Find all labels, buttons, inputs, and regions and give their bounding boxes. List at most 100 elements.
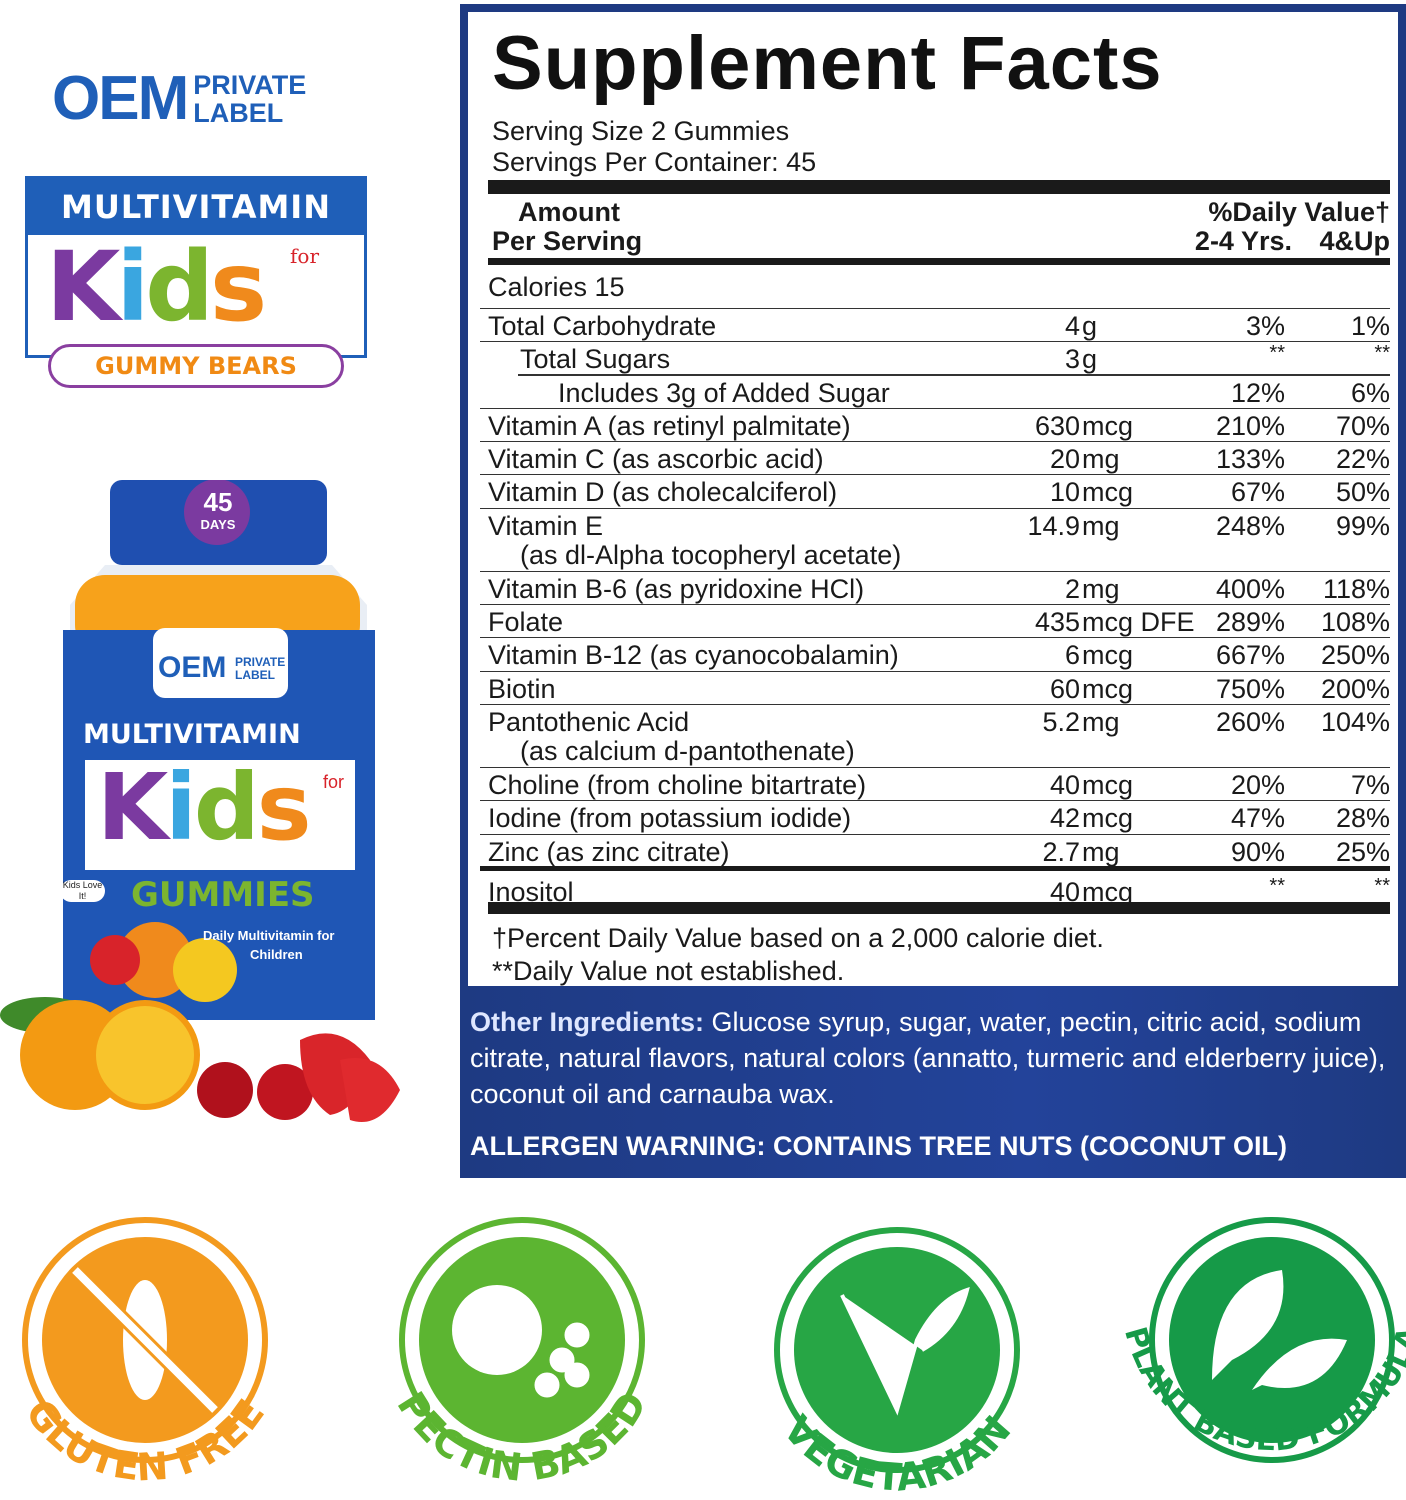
nutrient-name: Includes 3g of Added Sugar (558, 377, 890, 408)
nutrient-unit: mcg (1082, 876, 1134, 907)
nutrient-amount: 4 (1064, 311, 1080, 341)
logo-kids: Kids (46, 231, 267, 343)
badge-ring (1149, 1217, 1395, 1463)
nutrient-unit: mg (1082, 836, 1120, 867)
nutrient-row: Vitamin E (as dl-Alpha tocopheryl acetate… (480, 509, 1390, 572)
leaves-badge: PLANT BASED FORMULA (1117, 1217, 1406, 1463)
daily-value-4-up: 7% (1350, 769, 1390, 800)
multivitamin-kids-logo: MULTIVITAMIN Kids for (25, 176, 367, 358)
serving-size: Serving Size 2 Gummies (492, 116, 790, 146)
nutrient-unit: g (1082, 311, 1098, 341)
daily-value-4-up: 6% (1350, 377, 1390, 408)
header-per-serving: Per Serving (492, 226, 643, 256)
v-leaf-badge: VEGETARIAN (774, 1227, 1020, 1500)
nutrient-name: Vitamin E (488, 510, 604, 541)
badges-row: GLUTEN FREE PECTIN BASED VEGETARIAN PLAN… (17, 1217, 1406, 1500)
daily-value-2-4-yrs: ** (1269, 874, 1285, 897)
nutrient-row: Biotin 60 mcg 750% 200% (480, 672, 1390, 705)
header-4-up: 4&Up (1319, 226, 1390, 256)
nutrient-name: Vitamin B-12 (as cyanocobalamin) (488, 640, 899, 671)
logo-private: PRIVATE (193, 70, 307, 100)
nutrient-row: Vitamin A (as retinyl palmitate) 630 mcg 21… (480, 409, 1390, 443)
nutrient-name: Total Sugars (520, 344, 671, 375)
nutrient-unit: mcg (1082, 640, 1134, 671)
ingredients-section: Other Ingredients: Glucose syrup, sugar,… (460, 986, 1406, 1178)
nutrient-unit: mcg (1082, 769, 1134, 800)
nutrient-table: Calories 15 Total Carbohydrate 4 g 3% 1% Total… (480, 270, 1390, 907)
bottle-label: LABEL (235, 668, 275, 682)
nutrient-unit: mcg (1082, 477, 1134, 508)
nutrient-name: Zinc (as zinc citrate) (488, 836, 730, 867)
daily-value-2-4-yrs: 400% (1215, 573, 1285, 604)
logo-for: for (290, 244, 320, 268)
daily-value-4-up: 99% (1335, 510, 1390, 541)
nutrient-row: Choline (from choline bitartrate) 40 mcg 20… (480, 768, 1390, 802)
ingredients-label: Other Ingredients: (470, 1007, 705, 1037)
logo-label: LABEL (193, 98, 284, 128)
header-amount: Amount (518, 197, 620, 227)
nutrient-name: Folate (488, 607, 564, 638)
nutrient-unit: mg (1082, 510, 1120, 541)
nutrient-unit: mcg (1082, 803, 1134, 834)
nutrient-row: Vitamin D (as cholecalciferol) 10 mcg 67% 50… (480, 475, 1390, 509)
nutrient-row: Iodine (from potassium iodide) 42 mcg 47% 28… (480, 801, 1390, 835)
footnote-not-established: **Daily Value not established. (492, 956, 845, 986)
nutrient-amount: 630 (1034, 410, 1080, 441)
daily-value-4-up: 104% (1320, 706, 1390, 737)
nutrient-name: Vitamin A (as retinyl palmitate) (488, 410, 851, 441)
nutrient-name: Pantothenic Acid (488, 706, 690, 737)
oem-private-label-logo: OEM PRIVATE LABEL (52, 68, 306, 130)
nutrient-amount: 2 (1064, 573, 1080, 604)
daily-value-4-up: 118% (1322, 573, 1390, 604)
daily-value-4-up: 200% (1320, 673, 1390, 704)
nutrient-name: Inositol (488, 876, 574, 907)
nutrient-name-detail: (as dl-Alpha tocopheryl acetate) (520, 539, 902, 570)
nutrient-name: Choline (from choline bitartrate) (488, 769, 867, 800)
nutrient-row: Inositol 40 mcg ** ** (480, 871, 1390, 907)
nutrient-amount: 2.7 (1042, 836, 1080, 867)
nutrient-unit: mg (1082, 573, 1120, 604)
header-2-4-yrs: 2-4 Yrs. (1194, 226, 1292, 256)
divider-thick (488, 180, 1390, 194)
badge-ring (22, 1217, 268, 1463)
daily-value-2-4-yrs: 248% (1215, 510, 1285, 541)
bottle-children: Children (250, 947, 303, 962)
wheat-crossed-icon (70, 1265, 220, 1415)
nutrient-name: Calories 15 (488, 272, 625, 302)
nutrient-amount: 3 (1064, 344, 1080, 375)
divider-thick (488, 258, 1390, 265)
gummy-bears-banner: GUMMY BEARS (48, 344, 344, 388)
nutrient-unit: mcg DFE (1082, 607, 1195, 638)
nutrient-row: Total Carbohydrate 4 g 3% 1% (480, 309, 1390, 343)
daily-value-2-4-yrs: 289% (1215, 607, 1285, 638)
serving-info: Serving Size 2 Gummies Servings Per Cont… (492, 116, 816, 178)
bottle-for: for (323, 772, 345, 792)
nutrient-row: Includes 3g of Added Sugar 12% 6% (480, 376, 1390, 409)
badge-ring (399, 1217, 645, 1463)
daily-value-4-up: ** (1374, 874, 1390, 897)
nutrient-row: Vitamin B-12 (as cyanocobalamin) 6 mcg 667%… (480, 638, 1390, 672)
bottle-days-label: DAYS (200, 517, 236, 532)
daily-value-2-4-yrs: 3% (1245, 311, 1285, 341)
bottle-illustration (63, 479, 375, 1020)
nutrient-amount: 60 (1049, 673, 1080, 704)
daily-value-2-4-yrs: 90% (1230, 836, 1285, 867)
badge-disc (1169, 1237, 1375, 1443)
logo-multivitamin: MULTIVITAMIN (28, 179, 364, 235)
nutrient-amount: 42 (1049, 803, 1080, 834)
bottle-days-number: 45 (203, 487, 233, 517)
nutrient-row: Vitamin C (as ascorbic acid) 20 mg 133% 22% (480, 442, 1390, 476)
daily-value-2-4-yrs: 133% (1215, 444, 1285, 475)
nutrient-amount: 435 (1034, 607, 1080, 638)
nutrient-unit: g (1082, 344, 1098, 375)
nutrient-amount: 40 (1049, 769, 1080, 800)
nutrient-name: Vitamin C (as ascorbic acid) (488, 444, 824, 475)
bottle-oem: OEM (158, 651, 227, 684)
allergen-warning: ALLERGEN WARNING: CONTAINS TREE NUTS (CO… (470, 1131, 1287, 1161)
daily-value-2-4-yrs: 47% (1230, 803, 1285, 834)
daily-value-4-up: 50% (1335, 477, 1390, 508)
daily-value-4-up: 70% (1335, 410, 1390, 441)
bottle-multivitamin: MULTIVITAMIN (83, 719, 301, 750)
badge-ring (774, 1227, 1020, 1473)
nutrient-amount: 20 (1049, 444, 1080, 475)
